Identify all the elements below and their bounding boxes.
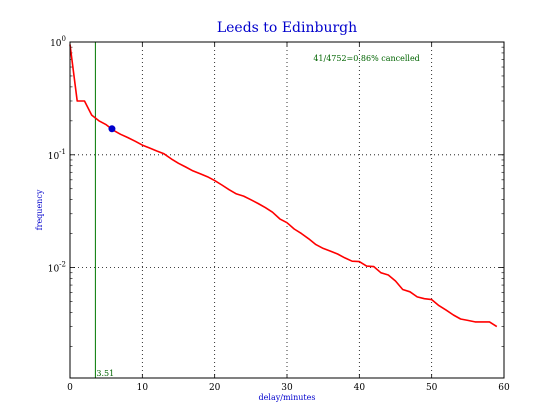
plot-frame [69, 41, 505, 379]
y-tick-label: 100 [50, 35, 66, 49]
x-tick-label: 50 [426, 383, 438, 393]
x-tick-label: 10 [137, 383, 149, 393]
chart-title: Leeds to Edinburgh [217, 20, 357, 36]
x-tick-label: 40 [354, 383, 366, 393]
grid [70, 42, 504, 378]
x-tick-label: 30 [281, 383, 293, 393]
y-tick-label: 10-2 [48, 261, 66, 275]
x-axis-label: delay/minutes [259, 393, 316, 402]
delay-frequency-line [69, 44, 498, 328]
series-group: 3.51 41/4752=0.86% cancelled [69, 42, 498, 378]
y-axis-label: frequency [35, 189, 44, 230]
cancelled-annotation: 41/4752=0.86% cancelled [313, 54, 419, 63]
x-tick-label: 0 [67, 383, 73, 393]
x-tick-label: 20 [209, 383, 221, 393]
mean-delay-label: 3.51 [96, 369, 114, 378]
x-tick-label: 60 [498, 383, 510, 393]
axis-ticks: 0 10 20 30 40 50 60 100 10-1 10-2 [48, 35, 510, 393]
mean-delay-marker [108, 125, 116, 133]
y-tick-label: 10-1 [48, 148, 66, 162]
